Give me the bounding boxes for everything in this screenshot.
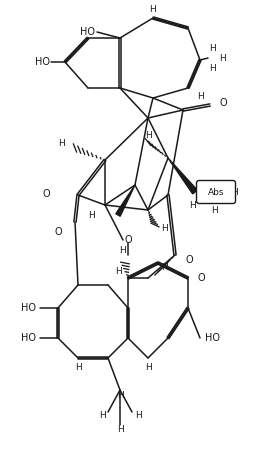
Text: H: H — [189, 201, 195, 210]
Text: HO: HO — [21, 333, 36, 343]
Text: O: O — [54, 227, 62, 237]
Text: H: H — [74, 364, 81, 373]
Text: O: O — [198, 273, 206, 283]
Text: H: H — [115, 267, 121, 276]
Text: HO: HO — [21, 303, 36, 313]
Text: H: H — [162, 264, 168, 273]
Text: H: H — [219, 54, 225, 63]
Text: H: H — [210, 64, 216, 73]
Text: H: H — [145, 364, 151, 373]
Text: HO: HO — [34, 57, 49, 67]
Polygon shape — [168, 158, 197, 194]
Text: H: H — [197, 91, 203, 100]
Text: H: H — [145, 130, 151, 139]
Text: H: H — [58, 138, 65, 147]
Text: H: H — [119, 246, 125, 255]
FancyBboxPatch shape — [197, 181, 235, 203]
Text: H: H — [100, 410, 106, 419]
Text: H: H — [135, 410, 141, 419]
Text: O: O — [220, 98, 228, 108]
Text: H: H — [150, 4, 156, 13]
Text: HO: HO — [205, 333, 220, 343]
Text: H: H — [212, 206, 218, 215]
Text: H: H — [117, 426, 123, 435]
Text: O: O — [186, 255, 194, 265]
Text: HO: HO — [80, 27, 95, 37]
Text: H: H — [232, 188, 238, 197]
Text: H: H — [88, 210, 95, 219]
Text: O: O — [124, 235, 132, 245]
Text: O: O — [42, 189, 50, 199]
Polygon shape — [116, 185, 135, 216]
Text: H: H — [210, 44, 216, 53]
Text: H: H — [162, 224, 168, 233]
Text: H: H — [117, 391, 123, 400]
Text: Abs: Abs — [208, 188, 224, 197]
